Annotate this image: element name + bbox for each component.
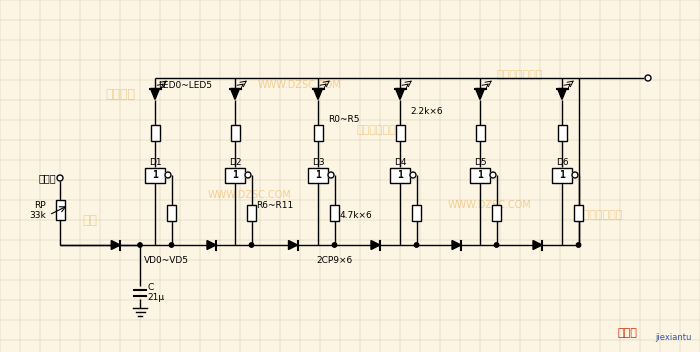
- Circle shape: [332, 243, 337, 247]
- Bar: [470, 168, 490, 182]
- Circle shape: [494, 243, 498, 247]
- Text: 33k: 33k: [29, 210, 46, 220]
- Polygon shape: [475, 88, 484, 100]
- Text: 1: 1: [152, 170, 158, 180]
- Text: LED0~LED5: LED0~LED5: [158, 82, 212, 90]
- Text: 1: 1: [232, 170, 238, 180]
- Text: RP: RP: [34, 201, 46, 210]
- Bar: [247, 205, 256, 221]
- Polygon shape: [288, 240, 298, 250]
- Bar: [230, 125, 239, 141]
- Circle shape: [249, 243, 253, 247]
- Text: C: C: [147, 283, 153, 293]
- Text: 接线图: 接线图: [618, 328, 638, 338]
- Polygon shape: [150, 88, 160, 100]
- Circle shape: [414, 243, 419, 247]
- Bar: [55, 200, 64, 220]
- Polygon shape: [452, 240, 461, 250]
- Polygon shape: [557, 88, 566, 100]
- Text: D1: D1: [148, 158, 161, 167]
- Circle shape: [572, 172, 578, 178]
- Text: 1: 1: [559, 170, 565, 180]
- Text: 2CP9×6: 2CP9×6: [316, 256, 352, 265]
- Bar: [308, 168, 328, 182]
- Bar: [557, 125, 566, 141]
- Circle shape: [169, 243, 174, 247]
- Text: 维库电子市场网: 维库电子市场网: [357, 125, 403, 135]
- Text: WWW.DZSC.COM: WWW.DZSC.COM: [258, 80, 342, 90]
- Polygon shape: [111, 240, 120, 250]
- Bar: [150, 125, 160, 141]
- Circle shape: [328, 172, 334, 178]
- Circle shape: [138, 243, 142, 247]
- Bar: [390, 168, 410, 182]
- Text: 1: 1: [397, 170, 403, 180]
- Bar: [314, 125, 323, 141]
- Bar: [145, 168, 165, 182]
- Text: VD0~VD5: VD0~VD5: [144, 256, 189, 265]
- Circle shape: [576, 243, 581, 247]
- Polygon shape: [533, 240, 542, 250]
- Circle shape: [410, 172, 416, 178]
- Text: D4: D4: [393, 158, 406, 167]
- Circle shape: [165, 172, 171, 178]
- Text: 21μ: 21μ: [147, 294, 164, 302]
- Bar: [225, 168, 245, 182]
- Polygon shape: [314, 88, 323, 100]
- Bar: [552, 168, 572, 182]
- Text: 2.2k×6: 2.2k×6: [410, 107, 442, 115]
- Polygon shape: [230, 88, 239, 100]
- Polygon shape: [207, 240, 216, 250]
- Bar: [574, 205, 583, 221]
- Text: 4.7k×6: 4.7k×6: [340, 212, 372, 220]
- Bar: [475, 125, 484, 141]
- Text: 扬声器: 扬声器: [38, 173, 56, 183]
- Circle shape: [57, 175, 63, 181]
- Circle shape: [645, 75, 651, 81]
- Text: D3: D3: [312, 158, 324, 167]
- Text: R0~R5: R0~R5: [328, 114, 360, 124]
- Polygon shape: [395, 88, 405, 100]
- Circle shape: [245, 172, 251, 178]
- Circle shape: [490, 172, 496, 178]
- Text: WWW.DZSC.COM: WWW.DZSC.COM: [208, 190, 292, 200]
- Bar: [395, 125, 405, 141]
- Bar: [492, 205, 501, 221]
- Text: R6~R11: R6~R11: [256, 201, 294, 209]
- Text: 维库: 维库: [83, 214, 97, 226]
- Bar: [330, 205, 339, 221]
- Bar: [167, 205, 176, 221]
- Polygon shape: [371, 240, 380, 250]
- Text: WWW.DZSC.COM: WWW.DZSC.COM: [448, 200, 532, 210]
- Text: D2: D2: [229, 158, 241, 167]
- Text: 1: 1: [315, 170, 321, 180]
- Text: jiexiantu: jiexiantu: [655, 333, 692, 341]
- Bar: [412, 205, 421, 221]
- Text: 维库电子市场网: 维库电子市场网: [577, 210, 623, 220]
- Text: 1: 1: [477, 170, 483, 180]
- Text: 维库电子: 维库电子: [105, 88, 135, 101]
- Text: D6: D6: [556, 158, 568, 167]
- Text: D5: D5: [474, 158, 486, 167]
- Text: 维库电子市场网: 维库电子市场网: [497, 70, 543, 80]
